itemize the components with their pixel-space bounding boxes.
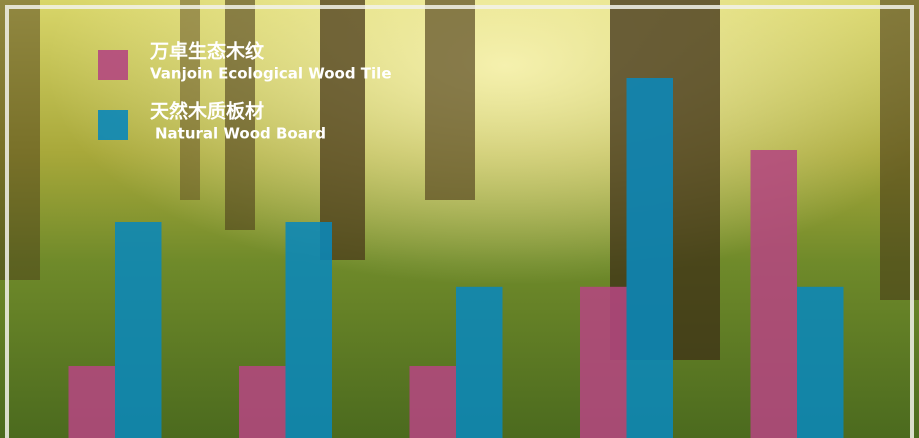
bar [409, 366, 456, 438]
legend-label-en: Vanjoin Ecological Wood Tile [150, 65, 392, 83]
bar [239, 366, 286, 438]
legend-label: 天然木质板材 [150, 100, 264, 123]
bar [115, 222, 162, 438]
legend-label: 万卓生态木纹 [149, 40, 265, 63]
bar [626, 78, 673, 438]
legend-swatch [98, 110, 128, 140]
bar [750, 150, 797, 438]
bar [456, 286, 503, 438]
bar [580, 286, 627, 438]
bar [285, 222, 332, 438]
bar [797, 286, 844, 438]
legend-swatch [98, 50, 128, 80]
legend-label-en: Natural Wood Board [155, 125, 326, 143]
bar [68, 366, 115, 438]
